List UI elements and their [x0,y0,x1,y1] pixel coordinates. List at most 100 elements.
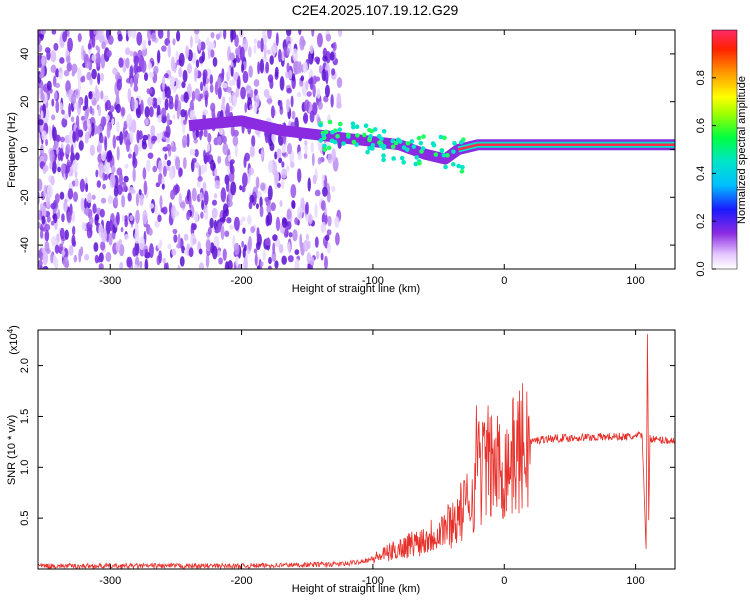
noise-mark [230,165,235,175]
noise-mark [50,64,57,73]
colorbar-tick-label: 0.8 [695,70,707,85]
noise-mark [40,30,47,35]
noise-mark [175,156,181,170]
noise-mark [232,135,239,147]
noise-mark [321,221,327,233]
y-tick-label: 2.0 [19,358,31,373]
noise-mark [297,206,303,221]
noise-mark [55,68,59,78]
noise-mark [87,230,91,239]
noise-mark [124,163,129,169]
noise-mark [91,54,97,62]
noise-mark [242,227,246,234]
y-tick: 1.5 [19,409,675,424]
noise-mark [303,99,310,112]
noise-mark [178,100,182,114]
noise-mark [234,142,238,158]
ridge-point [399,155,405,161]
noise-mark [324,255,328,269]
noise-mark [194,162,200,169]
noise-mark [67,37,73,52]
noise-mark [285,98,290,113]
noise-mark [141,141,148,150]
ridge-point [337,127,343,132]
noise-mark [275,171,279,184]
y-tick: -20 [19,189,675,205]
ridge-point [372,127,378,132]
noise-mark [202,69,208,80]
noise-mark [214,81,219,96]
noise-mark [79,178,86,193]
noise-mark [77,33,82,43]
noise-mark [154,203,158,215]
ridge-point [395,137,401,143]
noise-mark [59,191,65,200]
noise-mark [243,257,248,269]
noise-mark [303,112,309,125]
colorbar-tick: 0.8 [695,70,716,85]
noise-mark [152,103,158,109]
noise-mark [166,159,171,167]
noise-mark [222,248,227,261]
noise-mark [227,154,232,162]
noise-mark [112,134,117,149]
noise-mark [61,117,68,128]
noise-mark [253,38,258,44]
noise-mark [178,52,185,67]
noise-mark [134,229,140,244]
x-tick: 100 [626,330,645,587]
ridge-point [381,153,386,158]
noise-mark [168,95,174,105]
noise-mark [185,45,190,59]
noise-mark [167,243,172,250]
noise-mark [83,208,90,215]
noise-mark [48,125,52,135]
noise-mark [309,44,314,54]
noise-mark [266,49,271,55]
noise-mark [70,144,74,159]
noise-mark [49,149,55,163]
noise-mark [237,75,241,90]
noise-mark [93,30,97,35]
noise-mark [102,183,106,190]
colorbar: 0.0 0.2 0.4 0.6 0.8 Normalized spectral ampl… [695,29,748,277]
noise-mark [196,179,201,188]
noise-mark [59,227,65,239]
noise-mark [139,260,143,269]
noise-mark [271,132,277,143]
noise-mark [248,201,253,210]
noise-mark [50,175,55,186]
noise-mark [241,240,245,248]
noise-mark [296,168,302,183]
ridge-point [337,121,343,127]
noise-mark [125,138,130,152]
noise-mark [149,203,155,209]
noise-mark [247,214,252,225]
ridge-point [327,119,333,125]
noise-mark [292,229,298,242]
noise-mark [100,116,107,127]
noise-mark [170,189,176,200]
noise-mark [130,188,136,195]
noise-mark [66,62,72,72]
noise-mark [111,118,115,125]
noise-mark [288,232,293,238]
noise-mark [251,135,256,148]
noise-mark [248,65,253,78]
noise-mark [278,157,283,164]
noise-mark [212,56,218,68]
noise-mark [106,49,112,58]
noise-mark [71,180,76,187]
noise-mark [131,97,135,111]
ridge-point [367,127,372,133]
y-tick-label: 1.0 [19,460,31,475]
noise-mark [158,250,163,264]
noise-mark [310,141,314,153]
noise-mark [199,130,202,141]
noise-mark [147,96,154,107]
noise-mark [178,167,183,177]
noise-mark [233,216,240,231]
y-tick: -40 [19,237,675,253]
noise-mark [170,56,176,72]
